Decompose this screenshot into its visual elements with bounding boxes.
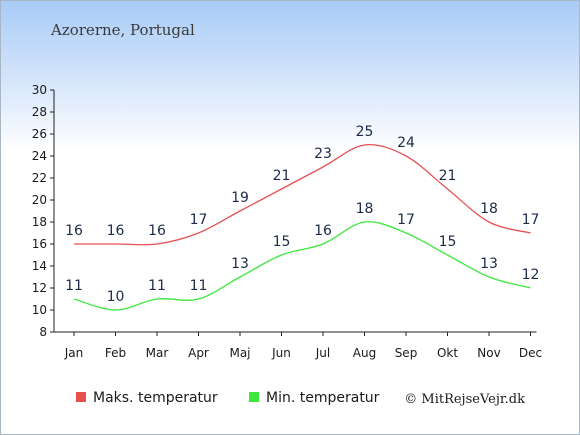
x-tick-label: Jan bbox=[64, 346, 84, 360]
y-tick-label: 18 bbox=[32, 215, 47, 229]
y-tick-label: 30 bbox=[32, 83, 47, 97]
data-label: 16 bbox=[65, 223, 83, 239]
data-label: 15 bbox=[273, 234, 291, 250]
data-label: 21 bbox=[273, 168, 291, 184]
y-tick-label: 22 bbox=[32, 171, 47, 185]
data-label: 15 bbox=[439, 234, 457, 250]
x-tick-label: Sep bbox=[395, 346, 418, 360]
data-label: 17 bbox=[522, 212, 540, 228]
y-tick-label: 12 bbox=[32, 281, 47, 295]
data-label: 16 bbox=[148, 223, 166, 239]
x-tick-label: Jun bbox=[271, 346, 291, 360]
y-tick-label: 10 bbox=[32, 303, 47, 317]
data-label: 10 bbox=[107, 289, 125, 305]
y-tick-label: 28 bbox=[32, 105, 47, 119]
x-tick-label: Apr bbox=[188, 346, 209, 360]
y-tick-label: 20 bbox=[32, 193, 47, 207]
legend-swatch-0 bbox=[76, 392, 86, 402]
data-label: 19 bbox=[231, 190, 249, 206]
data-label: 17 bbox=[190, 212, 208, 228]
x-tick-label: Okt bbox=[437, 346, 458, 360]
series-line-1 bbox=[73, 221, 531, 311]
x-tick-label: Jul bbox=[315, 346, 330, 360]
legend-label-0: Maks. temperatur bbox=[93, 390, 218, 406]
data-label: 13 bbox=[480, 256, 498, 272]
data-label: 18 bbox=[480, 201, 498, 217]
data-label: 18 bbox=[356, 201, 374, 217]
x-tick-label: Dec bbox=[519, 346, 542, 360]
chart-title: Azorerne, Portugal bbox=[51, 21, 195, 39]
data-label: 16 bbox=[107, 223, 125, 239]
x-tick-label: Maj bbox=[229, 346, 250, 360]
y-tick-label: 14 bbox=[32, 259, 47, 273]
data-label: 11 bbox=[65, 278, 83, 294]
y-tick-label: 16 bbox=[32, 237, 47, 251]
data-label: 16 bbox=[314, 223, 332, 239]
legend-swatch-1 bbox=[249, 392, 259, 402]
data-label: 21 bbox=[439, 168, 457, 184]
x-tick-label: Feb bbox=[105, 346, 126, 360]
x-tick-label: Mar bbox=[146, 346, 169, 360]
data-label: 17 bbox=[397, 212, 415, 228]
x-tick-label: Nov bbox=[477, 346, 500, 360]
data-label: 25 bbox=[356, 124, 374, 140]
y-tick-label: 26 bbox=[32, 127, 47, 141]
data-label: 12 bbox=[522, 267, 540, 283]
legend-label-1: Min. temperatur bbox=[266, 390, 380, 406]
y-tick-label: 8 bbox=[39, 325, 47, 339]
x-tick-label: Aug bbox=[353, 346, 376, 360]
series-line-0 bbox=[74, 143, 531, 246]
data-label: 11 bbox=[190, 278, 208, 294]
credit-text: © MitRejseVejr.dk bbox=[404, 392, 525, 407]
data-label: 13 bbox=[231, 256, 249, 272]
data-label: 11 bbox=[148, 278, 166, 294]
data-label: 24 bbox=[397, 135, 415, 151]
data-label: 23 bbox=[314, 146, 332, 162]
y-tick-label: 24 bbox=[32, 149, 47, 163]
